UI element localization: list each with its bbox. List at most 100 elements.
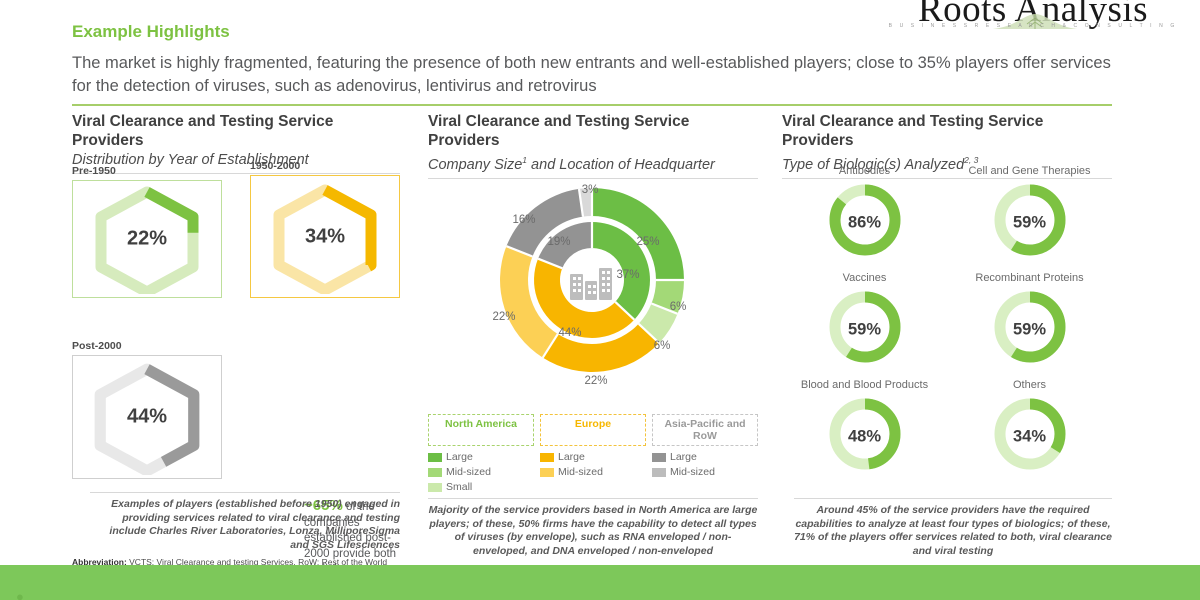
- donut-graphic-wrap: 59%: [990, 287, 1070, 372]
- legend-swatch-eu-mid: [540, 467, 554, 477]
- legend-item[interactable]: Large: [428, 451, 534, 463]
- legend-swatch-na-large: [428, 452, 442, 462]
- inner-asia-pacific: [538, 222, 592, 269]
- abbreviation-label: Abbreviation:: [72, 557, 127, 567]
- donut-gauge: [829, 184, 900, 256]
- inner-europe: [534, 258, 635, 338]
- legend-header-asia-pacific[interactable]: Asia-Pacific and RoW: [652, 414, 758, 446]
- gauge-1950-2000: 1950-2000 34%: [250, 160, 400, 298]
- footer-band: [0, 565, 1200, 600]
- gauge-label: Pre-1950: [72, 165, 116, 177]
- legend-label: Mid-sized: [446, 466, 491, 478]
- legend-label: Mid-sized: [670, 466, 715, 478]
- legend-region-headers: North America Europe Asia-Pacific and Ro…: [428, 414, 758, 446]
- buildings-icon: [570, 267, 612, 300]
- donut-label-asia-pacific: 19%: [547, 236, 571, 248]
- donut-label-north-america: 37%: [616, 269, 640, 281]
- column-divider: [72, 173, 400, 174]
- gauge-value: 34%: [304, 225, 346, 247]
- donut-label-eu-large: 22%: [584, 375, 608, 387]
- donut-label: Recombinant Proteins: [975, 272, 1084, 284]
- column-title: Viral Clearance and Testing Service Prov…: [72, 113, 334, 149]
- column-subtitle: Distribution by Year of Establishment: [72, 152, 309, 168]
- gauge-post-2000: Post-2000 44%: [72, 340, 222, 479]
- donut-cell-and-gene-therapies: Cell and Gene Therapies 59%: [947, 164, 1112, 265]
- column-biologics: Viral Clearance and Testing Service Prov…: [782, 112, 1112, 557]
- donut-gauge: [994, 291, 1065, 363]
- legend-item[interactable]: Large: [540, 451, 646, 463]
- legend-swatch-ap-mid: [652, 467, 666, 477]
- donut-graphic-wrap: 34%: [990, 394, 1070, 479]
- legend-header-north-america[interactable]: North America: [428, 414, 534, 446]
- tree-logo-icon: [993, 14, 1077, 29]
- legend-label: Mid-sized: [558, 466, 603, 478]
- legend-label: Large: [558, 451, 585, 463]
- footnote-divider: [794, 498, 1112, 499]
- legend-item[interactable]: Mid-sized: [540, 466, 646, 478]
- biologics-donut-grid: Antibodies 86% Cell and Gene Therapies: [782, 164, 1112, 485]
- donut-label-na-mid: 6%: [669, 301, 687, 313]
- donut-legend: North America Europe Asia-Pacific and Ro…: [428, 414, 758, 496]
- page-intro: The market is highly fragmented, featuri…: [72, 54, 1111, 95]
- legend-header-europe[interactable]: Europe: [540, 414, 646, 446]
- donut-antibodies: Antibodies 86%: [782, 164, 947, 265]
- footnote-right: Around 45% of the service providers have…: [794, 504, 1112, 557]
- legend-label: Small: [446, 481, 473, 493]
- gauge-frame: 34%: [250, 175, 400, 298]
- column-establishment: Viral Clearance and Testing Service Prov…: [72, 112, 400, 600]
- donut-value: 59%: [1012, 320, 1047, 338]
- logo-tagline: b u s i n e s s r e s e a r c h & c o n …: [888, 23, 1178, 29]
- donut-others: Others 34%: [947, 378, 1112, 479]
- outer-na-small: [638, 303, 678, 343]
- outer-eu-mid: [500, 246, 558, 358]
- legend-item[interactable]: Mid-sized: [428, 466, 534, 478]
- legend-item[interactable]: Small: [428, 481, 534, 493]
- gauge-pre-1950: Pre-1950 22%: [72, 165, 222, 298]
- column-title: Viral Clearance and Testing Service Prov…: [782, 113, 1044, 149]
- hexagon-gauge-graphic: [95, 186, 199, 294]
- column-subtitle: Company Size1 and Location of Headquarte…: [428, 151, 758, 174]
- donut-value: 34%: [1012, 427, 1047, 445]
- donut-label: Blood and Blood Products: [800, 379, 929, 391]
- donut-label: Vaccines: [842, 272, 887, 284]
- company-logo: Roots Analysis b u s i n e s s r e s e a…: [868, 0, 1198, 34]
- abbreviation-note: Abbreviation: VCTS: Viral Clearance and …: [72, 557, 772, 568]
- gauge-label: 1950-2000: [250, 160, 301, 172]
- donut-label: Cell and Gene Therapies: [968, 165, 1091, 177]
- column-divider: [782, 177, 1112, 179]
- donut-svg: [500, 188, 684, 372]
- legend-columns: Large Mid-sized Small Large: [428, 451, 758, 496]
- legend-swatch-na-mid: [428, 467, 442, 477]
- outer-na-mid: [651, 280, 684, 314]
- legend-item[interactable]: Mid-sized: [652, 466, 758, 478]
- donut-label-ap-mid: 3%: [581, 184, 599, 196]
- subtitle-tail: and Location of Headquarter: [527, 156, 715, 173]
- nested-donut-chart: 25% 6% 6% 22% 22% 16% 3% 37% 44% 19%: [476, 164, 708, 401]
- outer-separators: [506, 188, 684, 359]
- column-subtitle: Type of Biologic(s) Analyzed2, 3: [782, 151, 1112, 174]
- legend-swatch-ap-large: [652, 452, 666, 462]
- donut-label-na-large: 25%: [636, 236, 660, 248]
- donut-blood-and-blood-products: Blood and Blood Products 48%: [782, 378, 947, 479]
- callout-value: ~65%: [304, 497, 343, 514]
- column-divider: [428, 177, 758, 179]
- donut-label: Antibodies: [838, 165, 891, 177]
- donut-graphic-wrap: 48%: [825, 394, 905, 479]
- donut-label-ap-large: 16%: [512, 214, 536, 226]
- inner-separators: [537, 222, 636, 321]
- donut-graphic-wrap: 86%: [825, 180, 905, 265]
- legend-item[interactable]: Large: [652, 451, 758, 463]
- donut-value: 59%: [1012, 213, 1047, 231]
- subtitle-text: Company Size: [428, 156, 523, 173]
- donut-value: 86%: [847, 213, 882, 231]
- legend-swatch-eu-large: [540, 452, 554, 462]
- footnote-divider: [90, 492, 400, 493]
- legend-label: Large: [446, 451, 473, 463]
- donut-graphic-wrap: 59%: [825, 287, 905, 372]
- subtitle-text: Type of Biologic(s) Analyzed: [782, 156, 965, 173]
- donut-label-europe: 44%: [558, 327, 582, 339]
- footnote-middle: Majority of the service providers based …: [428, 504, 758, 557]
- gauge-frame: 22%: [72, 180, 222, 298]
- inner-north-america: [592, 222, 650, 320]
